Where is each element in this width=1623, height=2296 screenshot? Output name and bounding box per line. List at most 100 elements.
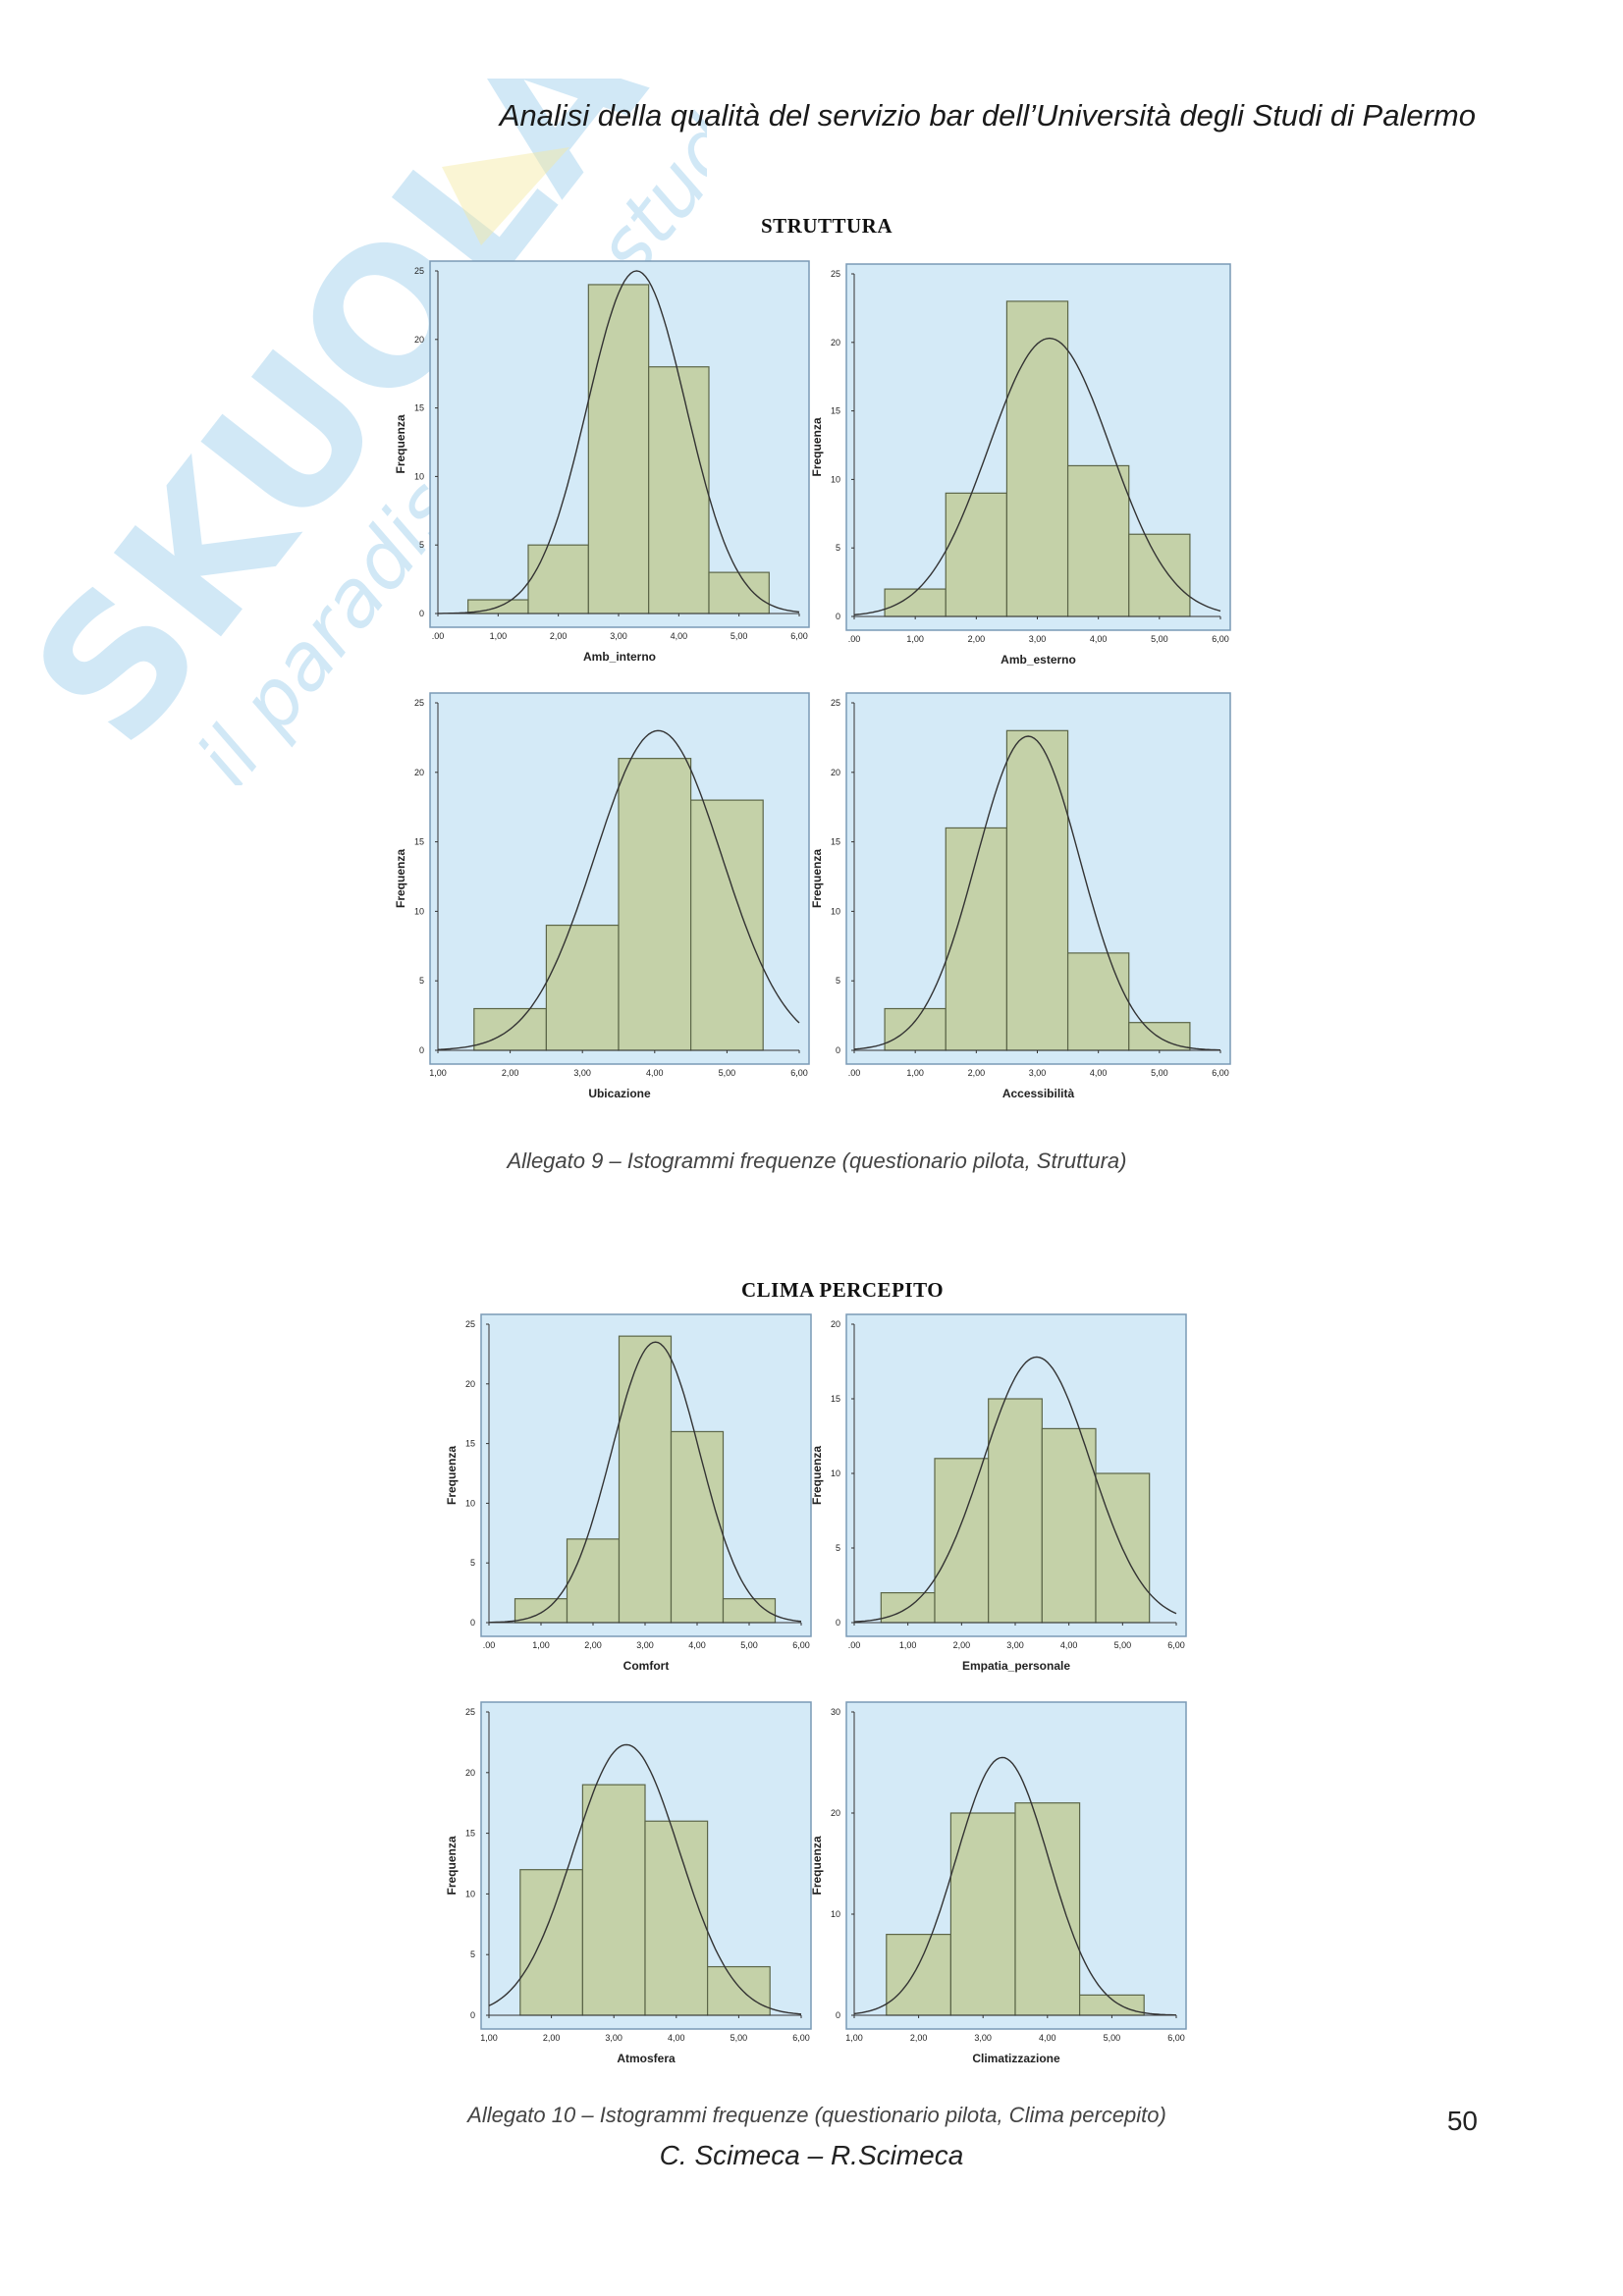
- y-tick-label: 10: [831, 1909, 840, 1919]
- y-tick-label: 10: [831, 474, 840, 484]
- y-tick-label: 0: [470, 1618, 475, 1628]
- y-axis-label: Frequenza: [810, 849, 824, 908]
- histogram-bar: [949, 1812, 1016, 2016]
- y-tick-label: 5: [470, 1558, 475, 1568]
- x-tick-label: 6,00: [792, 1640, 810, 1650]
- x-tick-label: 6,00: [1212, 1068, 1229, 1078]
- x-tick-label: 4,00: [668, 2033, 685, 2043]
- x-tick-label: 3,00: [974, 2033, 992, 2043]
- y-tick-label: 20: [465, 1379, 475, 1389]
- x-tick-label: 1,00: [906, 1068, 924, 1078]
- normal-curve: [853, 735, 1221, 1051]
- histogram-bar: [945, 492, 1008, 617]
- histogram-bar: [618, 758, 692, 1051]
- x-axis-label: Amb_interno: [583, 650, 656, 664]
- y-tick-label: 0: [836, 612, 840, 621]
- y-tick-label: 10: [414, 471, 424, 481]
- x-tick-label: 5,00: [1151, 1068, 1168, 1078]
- x-tick-label: .00: [848, 1068, 861, 1078]
- y-tick-label: 0: [836, 2010, 840, 2020]
- x-tick-label: 6,00: [792, 2033, 810, 2043]
- histogram-bar: [581, 1784, 646, 2016]
- page-number: 50: [1446, 2106, 1478, 2136]
- y-tick-label: 15: [414, 837, 424, 847]
- normal-curve: [488, 1341, 802, 1624]
- x-axis-label: Atmosfera: [617, 2052, 676, 2065]
- footer-authors: C. Scimeca – R.Scimeca: [659, 2140, 964, 2170]
- y-tick-label: 15: [831, 406, 840, 416]
- y-axis-label: Frequenza: [810, 1446, 824, 1505]
- histogram-bar: [1014, 1802, 1081, 2016]
- y-tick-label: 15: [465, 1439, 475, 1449]
- y-tick-label: 20: [414, 335, 424, 345]
- x-axis-label: Amb_esterno: [1001, 653, 1076, 667]
- histogram-bar: [618, 1335, 673, 1624]
- y-tick-label: 15: [831, 837, 840, 847]
- y-tick-label: 25: [465, 1319, 475, 1329]
- histogram-atmosfera: 1,00 2,00 3,00 4,00 5,00 6,00 0 5 10 15 20 25 Atmosf…: [445, 1701, 812, 2065]
- histogram-bar: [690, 799, 764, 1051]
- y-tick-label: 0: [419, 1045, 424, 1055]
- x-tick-label: 6,00: [1167, 2033, 1185, 2043]
- x-tick-label: 4,00: [1090, 1068, 1108, 1078]
- histogram-bar: [886, 1934, 952, 2016]
- x-tick-label: 3,00: [610, 631, 627, 641]
- x-tick-label: 4,00: [671, 631, 688, 641]
- x-tick-label: 1,00: [899, 1640, 917, 1650]
- x-tick-label: 6,00: [790, 631, 808, 641]
- x-axis-label: Ubicazione: [588, 1087, 651, 1100]
- y-tick-label: 5: [836, 1543, 840, 1553]
- y-tick-label: 0: [419, 609, 424, 618]
- histogram-bar: [1128, 533, 1191, 617]
- y-tick-label: 5: [836, 976, 840, 986]
- histogram-bar: [988, 1398, 1043, 1624]
- y-axis-label: Frequenza: [445, 1446, 459, 1505]
- x-tick-label: .00: [483, 1640, 496, 1650]
- y-tick-label: 10: [831, 1468, 840, 1478]
- watermark-shape: [442, 147, 569, 245]
- x-tick-label: 2,00: [502, 1068, 519, 1078]
- y-axis-label: Frequenza: [810, 417, 824, 476]
- x-tick-label: 2,00: [584, 1640, 602, 1650]
- normal-curve: [853, 1356, 1177, 1623]
- x-tick-label: 5,00: [730, 631, 748, 641]
- y-tick-label: 15: [414, 403, 424, 413]
- x-tick-label: 2,00: [910, 2033, 928, 2043]
- y-tick-label: 20: [831, 768, 840, 777]
- y-tick-label: 10: [831, 906, 840, 916]
- x-tick-label: 5,00: [740, 1640, 758, 1650]
- histogram-bar: [1041, 1427, 1097, 1624]
- histogram-bar: [648, 366, 710, 614]
- histogram-bar: [1066, 952, 1130, 1051]
- y-tick-label: 25: [831, 698, 840, 708]
- x-tick-label: 3,00: [1029, 634, 1047, 644]
- y-tick-label: 15: [465, 1829, 475, 1839]
- histogram-bar: [519, 1869, 584, 2016]
- x-tick-label: .00: [848, 634, 861, 644]
- y-tick-label: 20: [831, 1808, 840, 1818]
- histogram-bar: [545, 924, 620, 1051]
- histogram-bar: [1066, 464, 1130, 617]
- x-tick-label: 5,00: [1151, 634, 1168, 644]
- y-tick-label: 25: [465, 1707, 475, 1717]
- x-axis-label: Empatia_personale: [962, 1659, 1070, 1673]
- x-tick-label: 1,00: [490, 631, 508, 641]
- x-tick-label: 5,00: [1104, 2033, 1121, 2043]
- x-tick-label: 1,00: [532, 1640, 550, 1650]
- y-tick-label: 20: [465, 1768, 475, 1778]
- y-tick-label: 15: [831, 1394, 840, 1404]
- histogram-bar: [945, 827, 1008, 1051]
- y-tick-label: 5: [419, 976, 424, 986]
- y-axis-label: Frequenza: [445, 1836, 459, 1895]
- y-axis-label: Frequenza: [394, 849, 407, 908]
- histogram-amb-esterno: .00 1,00 2,00 3,00 4,00 5,00 6,00 0 5 10 15 20 25 Amb…: [810, 263, 1231, 667]
- x-tick-label: 2,00: [968, 634, 986, 644]
- y-axis-label: Frequenza: [810, 1836, 824, 1895]
- histogram-bar: [708, 571, 770, 614]
- histogram-bar: [670, 1430, 725, 1624]
- normal-curve: [853, 1756, 1177, 2016]
- histogram-bar: [934, 1458, 990, 1624]
- histogram-bar: [707, 1965, 771, 2016]
- x-tick-label: .00: [848, 1640, 861, 1650]
- x-tick-label: 3,00: [1006, 1640, 1024, 1650]
